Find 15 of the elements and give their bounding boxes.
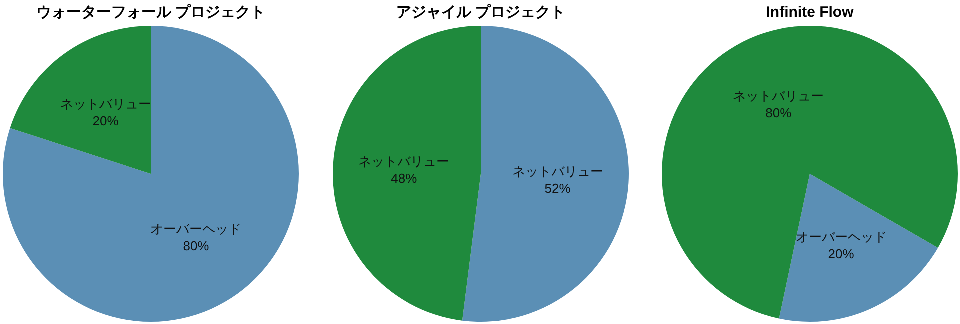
data-label: 48% bbox=[391, 171, 418, 186]
chart-title: Infinite Flow bbox=[766, 4, 854, 21]
data-label: 52% bbox=[544, 180, 572, 196]
slice-label: オーバーヘッド bbox=[150, 221, 242, 236]
slice-label: ネットバリュー bbox=[733, 88, 824, 104]
chart-title: アジャイル プロジェクト bbox=[396, 4, 566, 21]
chart-title: ウォーターフォール プロジェクト bbox=[36, 4, 266, 21]
data-label: 20% bbox=[92, 114, 120, 129]
data-label: 80% bbox=[766, 106, 792, 121]
slice-label: ネットバリュー bbox=[60, 96, 152, 112]
slice-label: オーバーヘッド bbox=[796, 229, 887, 244]
data-label: 20% bbox=[828, 246, 855, 262]
slice-label: ネットバリュー bbox=[358, 154, 450, 170]
slice-label: ネットバリュー bbox=[512, 164, 604, 179]
data-label: 80% bbox=[183, 238, 210, 254]
